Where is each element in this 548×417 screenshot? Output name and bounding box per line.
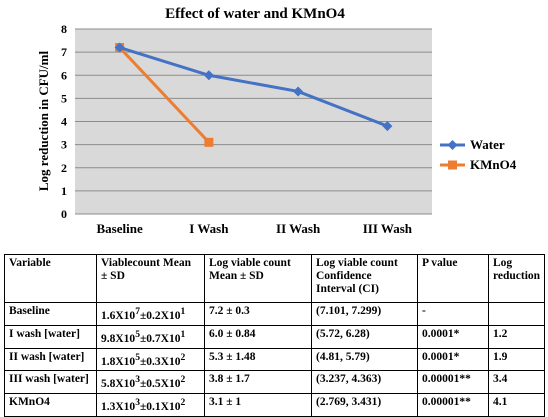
cell-viable-count: 1.6X107±0.2X101 bbox=[96, 302, 205, 326]
results-table-wrapper: Variable Viablecount Mean ± SD Log viabl… bbox=[4, 254, 545, 417]
cell-variable: I wash [water] bbox=[4, 324, 97, 349]
data-point bbox=[293, 86, 304, 97]
table-row: Baseline 1.6X107±0.2X101 7.2 ± 0.3 (7.10… bbox=[4, 302, 545, 326]
cell-log-mean: 5.3 ± 1.48 bbox=[204, 347, 312, 372]
y-tick-label: 0 bbox=[61, 207, 67, 221]
data-point bbox=[203, 70, 214, 81]
cell-log-mean: 3.1 ± 1 bbox=[204, 393, 312, 417]
y-tick-labels: 0 1 2 3 4 5 6 7 8 bbox=[61, 22, 67, 221]
series-line bbox=[118, 46, 210, 144]
y-tick-label: 1 bbox=[61, 184, 67, 198]
table-row: KMnO4 1.3X103±0.1X102 3.1 ± 1 (2.769, 3.… bbox=[4, 393, 545, 417]
table-row: I wash [water] 9.8X105±0.7X101 6.0 ± 0.8… bbox=[4, 324, 545, 349]
data-point bbox=[448, 160, 457, 170]
x-tick-label: III Wash bbox=[363, 221, 413, 236]
cell-p-value: 0.0001* bbox=[417, 324, 489, 349]
cell-variable: II wash [water] bbox=[4, 347, 97, 372]
cell-viable-count: 5.8X103±0.5X102 bbox=[96, 370, 205, 395]
chart-title: Effect of water and KMnO4 bbox=[165, 6, 345, 22]
header-confidence-interval: Log viable count Confidence Interval (CI… bbox=[311, 254, 418, 303]
data-point bbox=[204, 137, 214, 147]
cell-log-mean: 3.8 ± 1.7 bbox=[204, 370, 312, 395]
y-tick-label: 8 bbox=[61, 22, 67, 36]
cell-log-reduction: 1.2 bbox=[488, 324, 545, 349]
cell-log-reduction: 1.9 bbox=[488, 347, 545, 372]
legend-label: Water bbox=[470, 137, 505, 152]
y-tick-label: 3 bbox=[61, 138, 67, 152]
series-water bbox=[114, 42, 393, 132]
cell-viable-count: 1.8X105±0.3X102 bbox=[96, 347, 205, 372]
cell-variable: III wash [water] bbox=[4, 370, 97, 395]
cell-log-reduction: 4.1 bbox=[488, 393, 545, 417]
y-tick-label: 5 bbox=[61, 91, 67, 105]
data-point bbox=[114, 42, 125, 53]
results-table: Variable Viablecount Mean ± SD Log viabl… bbox=[4, 254, 545, 417]
cell-viable-count: 9.8X105±0.7X101 bbox=[96, 324, 205, 349]
data-point bbox=[382, 121, 393, 132]
cell-ci: (4.81, 5.79) bbox=[311, 347, 418, 372]
cell-log-reduction bbox=[488, 302, 545, 326]
x-tick-labels: Baseline I Wash II Wash III Wash bbox=[97, 221, 413, 236]
series-group bbox=[114, 42, 393, 147]
y-tick-label: 6 bbox=[61, 68, 67, 82]
table-header-row: Variable Viablecount Mean ± SD Log viabl… bbox=[4, 254, 545, 303]
header-p-value: P value bbox=[417, 254, 489, 303]
header-log-viable-count: Log viable count Mean ± SD bbox=[204, 254, 312, 303]
cell-ci: (5.72, 6.28) bbox=[311, 324, 418, 349]
y-tick-label: 7 bbox=[61, 45, 67, 59]
cell-p-value: 0.00001** bbox=[417, 393, 489, 417]
x-tick-label: II Wash bbox=[276, 221, 321, 236]
cell-ci: (3.237, 4.363) bbox=[311, 370, 418, 395]
cell-log-mean: 7.2 ± 0.3 bbox=[204, 302, 312, 326]
header-variable: Variable bbox=[4, 254, 97, 303]
legend-label: KMnO4 bbox=[470, 157, 517, 172]
cell-log-reduction: 3.4 bbox=[488, 370, 545, 395]
cell-viable-count: 1.3X103±0.1X102 bbox=[96, 393, 205, 417]
y-tick-label: 2 bbox=[61, 161, 67, 175]
line-chart: Effect of water and KMnO4 0 1 2 3 4 5 6 7 8 Base… bbox=[36, 6, 517, 236]
cell-variable: Baseline bbox=[4, 302, 97, 326]
cell-variable: KMnO4 bbox=[4, 393, 97, 417]
cell-ci: (2.769, 3.431) bbox=[311, 393, 418, 417]
x-tick-label: Baseline bbox=[97, 221, 143, 236]
table-row: II wash [water] 1.8X105±0.3X102 5.3 ± 1.… bbox=[4, 347, 545, 372]
y-axis-label: Log reduction in CFU/ml bbox=[36, 50, 51, 191]
cell-ci: (7.101, 7.299) bbox=[311, 302, 418, 326]
header-viable-count: Viablecount Mean ± SD bbox=[96, 254, 205, 303]
y-tick-label: 4 bbox=[61, 115, 67, 129]
table-row: III wash [water] 5.8X103±0.5X102 3.8 ± 1… bbox=[4, 370, 545, 395]
cell-p-value: - bbox=[417, 302, 489, 326]
cell-p-value: 0.0001* bbox=[417, 347, 489, 372]
cell-p-value: 0.00001** bbox=[417, 370, 489, 395]
x-tick-label: I Wash bbox=[189, 221, 229, 236]
header-log-reduction: Log reduction bbox=[488, 254, 545, 303]
legend-item: Water bbox=[440, 137, 505, 152]
legend: Water KMnO4 bbox=[440, 137, 517, 172]
series-line bbox=[119, 46, 388, 128]
cell-log-mean: 6.0 ± 0.84 bbox=[204, 324, 312, 349]
data-point bbox=[447, 140, 458, 150]
legend-item: KMnO4 bbox=[440, 157, 517, 172]
